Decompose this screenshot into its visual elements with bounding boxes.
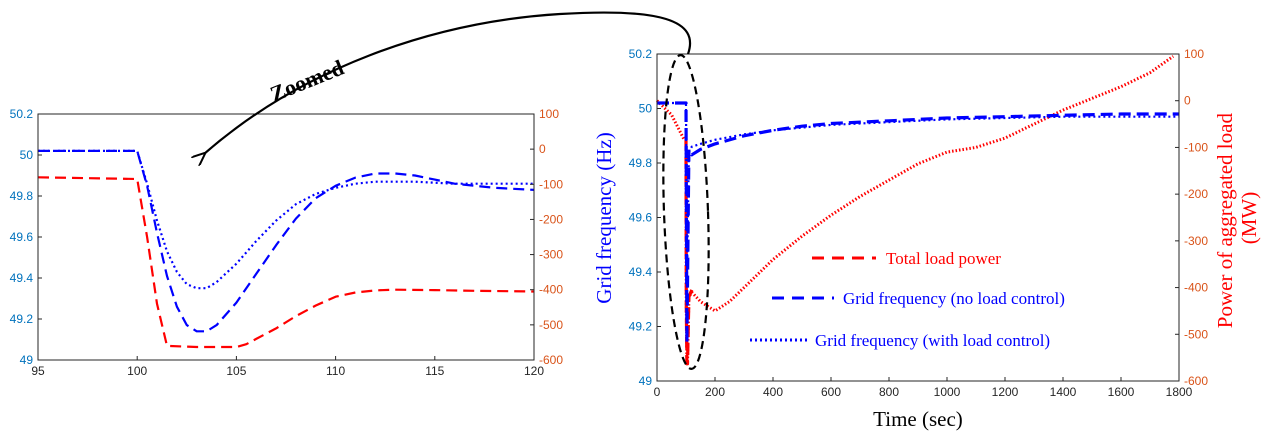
zoomed-series-2 [38, 149, 534, 290]
main-y-left-tick-label: 49.8 [629, 156, 653, 170]
main-series-2 [657, 101, 1179, 345]
main-y-right-tick-label: -600 [1184, 374, 1208, 388]
main-y-right-tick-label: -200 [1184, 187, 1208, 201]
right-y-axis-title-line2: (MW) [1237, 192, 1261, 244]
zoomed-y-left-tick-label: 49.2 [10, 312, 34, 326]
zoomed-x-tick-label: 100 [127, 364, 147, 378]
zoomed-x-tick-label: 120 [524, 364, 544, 378]
main-x-tick-label: 1800 [1166, 385, 1193, 399]
main-y-right-tick-label: -100 [1184, 140, 1208, 154]
zoomed-y-left-tick-label: 50.2 [10, 107, 34, 121]
zoomed-y-left-tick-label: 49.8 [10, 189, 34, 203]
zoomed-y-right-tick-label: -500 [539, 318, 563, 332]
main-x-tick-label: 600 [821, 385, 841, 399]
main-x-tick-label: 1200 [992, 385, 1019, 399]
main-y-left-tick-label: 50 [639, 102, 653, 116]
main-y-left-tick-label: 50.2 [629, 47, 653, 61]
zoomed-series-1 [38, 149, 535, 333]
zoomed-chart-lines [37, 149, 535, 349]
zoomed-y-right-tick-label: -200 [539, 212, 563, 226]
main-y-left-tick-label: 49.4 [629, 265, 653, 279]
main-chart: 0 200 400 600 800 1000 1200 1400 1600 18004949.24… [592, 47, 1261, 431]
main-x-tick-label: 1600 [1108, 385, 1135, 399]
zoomed-y-right-tick-label: -400 [539, 283, 563, 297]
main-x-tick-label: 800 [879, 385, 899, 399]
main-series-3 [657, 101, 1179, 287]
legend: Total load power Grid frequency (no load… [750, 249, 1065, 350]
zoomed-x-tick-label: 110 [326, 364, 345, 378]
main-y-left-tick-label: 49.6 [629, 211, 653, 225]
zoomed-x-tick-label: 115 [425, 364, 444, 378]
main-y-right-tick-label: -500 [1184, 327, 1208, 341]
zoomed-y-left-tick-label: 49.6 [10, 230, 34, 244]
right-y-axis-title: Power of aggregated load (MW) [1213, 108, 1261, 328]
x-axis-title: Time (sec) [873, 407, 963, 431]
zoomed-y-right-tick-label: -300 [539, 248, 563, 262]
zoom-arrow [204, 11, 692, 154]
legend-label-with-control: Grid frequency (with load control) [815, 331, 1050, 350]
legend-label-no-control: Grid frequency (no load control) [843, 289, 1065, 308]
zoomed-y-left-tick-label: 49 [20, 353, 34, 367]
main-y-left-tick-label: 49 [639, 374, 653, 388]
main-x-tick-label: 1400 [1050, 385, 1077, 399]
main-series-0 [655, 55, 1175, 366]
main-y-right-tick-label: -400 [1184, 281, 1208, 295]
main-y-left-tick-label: 49.2 [629, 320, 653, 334]
right-y-axis-title-line1: Power of aggregated load [1213, 113, 1237, 329]
main-chart-ticks: 0 200 400 600 800 1000 1200 1400 1600 18004949.24… [629, 47, 1209, 399]
zoomed-y-left-tick-label: 49.4 [10, 271, 34, 285]
main-y-right-tick-label: 100 [1184, 47, 1204, 61]
zoomed-chart-ticks: 95 100 105 110 115 120 49 49.2 49.4 49.6 49.8 50 50.… [10, 107, 564, 378]
zoomed-x-tick-label: 105 [226, 364, 246, 378]
zoomed-y-left-tick-label: 50 [20, 148, 34, 162]
legend-label-total-load: Total load power [886, 249, 1001, 268]
main-x-tick-label: 400 [763, 385, 783, 399]
zoomed-chart: 95 100 105 110 115 120 49 49.2 49.4 49.6 49.8 50 50.… [10, 107, 564, 378]
zoomed-y-right-tick-label: -600 [539, 353, 563, 367]
zoomed-x-tick-label: 95 [31, 364, 45, 378]
main-x-tick-label: 200 [705, 385, 725, 399]
highlight-ellipse [662, 53, 710, 371]
zoomed-y-right-tick-label: 0 [539, 142, 546, 156]
zoom-label: Zoomed [267, 55, 348, 107]
main-y-right-tick-label: 0 [1184, 94, 1191, 108]
main-x-tick-label: 1000 [934, 385, 961, 399]
main-y-right-tick-label: -300 [1184, 234, 1208, 248]
main-x-tick-label: 0 [654, 385, 661, 399]
main-chart-lines [655, 55, 1179, 366]
zoomed-series-0 [37, 176, 535, 349]
zoomed-y-right-tick-label: -100 [539, 177, 563, 191]
zoomed-y-right-tick-label: 100 [539, 107, 559, 121]
left-y-axis-title: Grid frequency (Hz) [592, 132, 616, 303]
